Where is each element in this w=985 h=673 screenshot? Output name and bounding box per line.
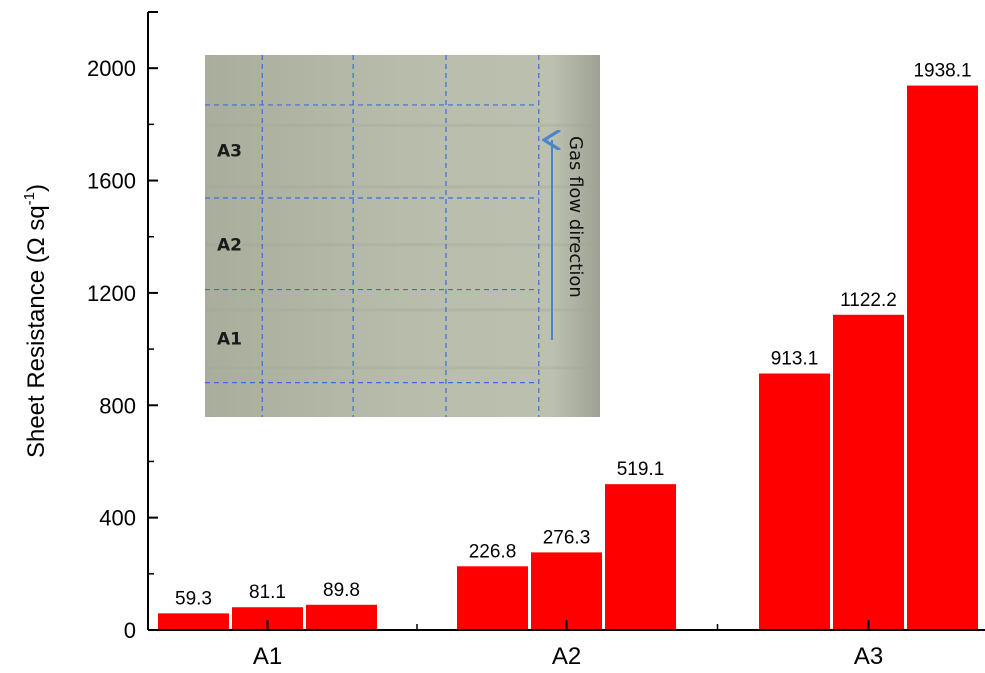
plot-area: A3 A2 A1 Gas flow direction 59.3 81.1 89.8 226.… [21, 11, 985, 670]
value-label-a3-1: 913.1 [771, 349, 819, 370]
value-label-a1-2: 81.1 [249, 582, 286, 603]
y-tick-label-1600: 1600 [87, 169, 136, 194]
inset-photo-band [205, 185, 600, 189]
inset-region-label-a2: A2 [217, 235, 242, 255]
value-label-a3-2: 1122.2 [840, 290, 897, 311]
y-tick-label-800: 800 [99, 393, 136, 418]
y-tick-label-400: 400 [99, 506, 136, 531]
inset-photo-band [205, 308, 600, 312]
bar-a1-3 [306, 604, 377, 630]
bar-a1-2 [232, 607, 303, 630]
inset-photo-band [205, 243, 600, 247]
bar-a3-2 [833, 314, 904, 630]
bar-a1-1 [158, 613, 229, 630]
x-tick-label-a1: A1 [253, 643, 282, 670]
bar-a2-2 [531, 552, 602, 630]
x-tick-label-a2: A2 [552, 643, 581, 670]
bar-a3-3 [907, 85, 978, 631]
inset-photo-band [205, 123, 600, 127]
y-tick-label-0: 0 [124, 618, 136, 643]
value-label-a3-3: 1938.1 [913, 61, 971, 82]
inset-photo [205, 55, 600, 417]
y-tick-label-2000: 2000 [87, 56, 136, 81]
inset-photo-band [205, 366, 600, 370]
bar-a3-1 [759, 373, 830, 630]
value-label-a2-1: 226.8 [469, 541, 517, 562]
inset-region-label-a3: A3 [217, 141, 242, 161]
y-axis-title: Sheet Resistance (Ω sq-1) [21, 184, 50, 458]
gas-flow-label: Gas flow direction [565, 136, 586, 298]
value-label-a2-3: 519.1 [617, 459, 665, 480]
inset-region-label-a1: A1 [217, 330, 242, 350]
x-tick-label-a3: A3 [854, 643, 883, 670]
value-label-a1-1: 59.3 [175, 588, 212, 609]
value-label-a1-3: 89.8 [323, 580, 360, 601]
y-tick-label-1200: 1200 [87, 281, 136, 306]
bar-a2-1 [457, 566, 528, 630]
value-label-a2-2: 276.3 [543, 527, 591, 548]
bar-a2-3 [605, 484, 676, 630]
